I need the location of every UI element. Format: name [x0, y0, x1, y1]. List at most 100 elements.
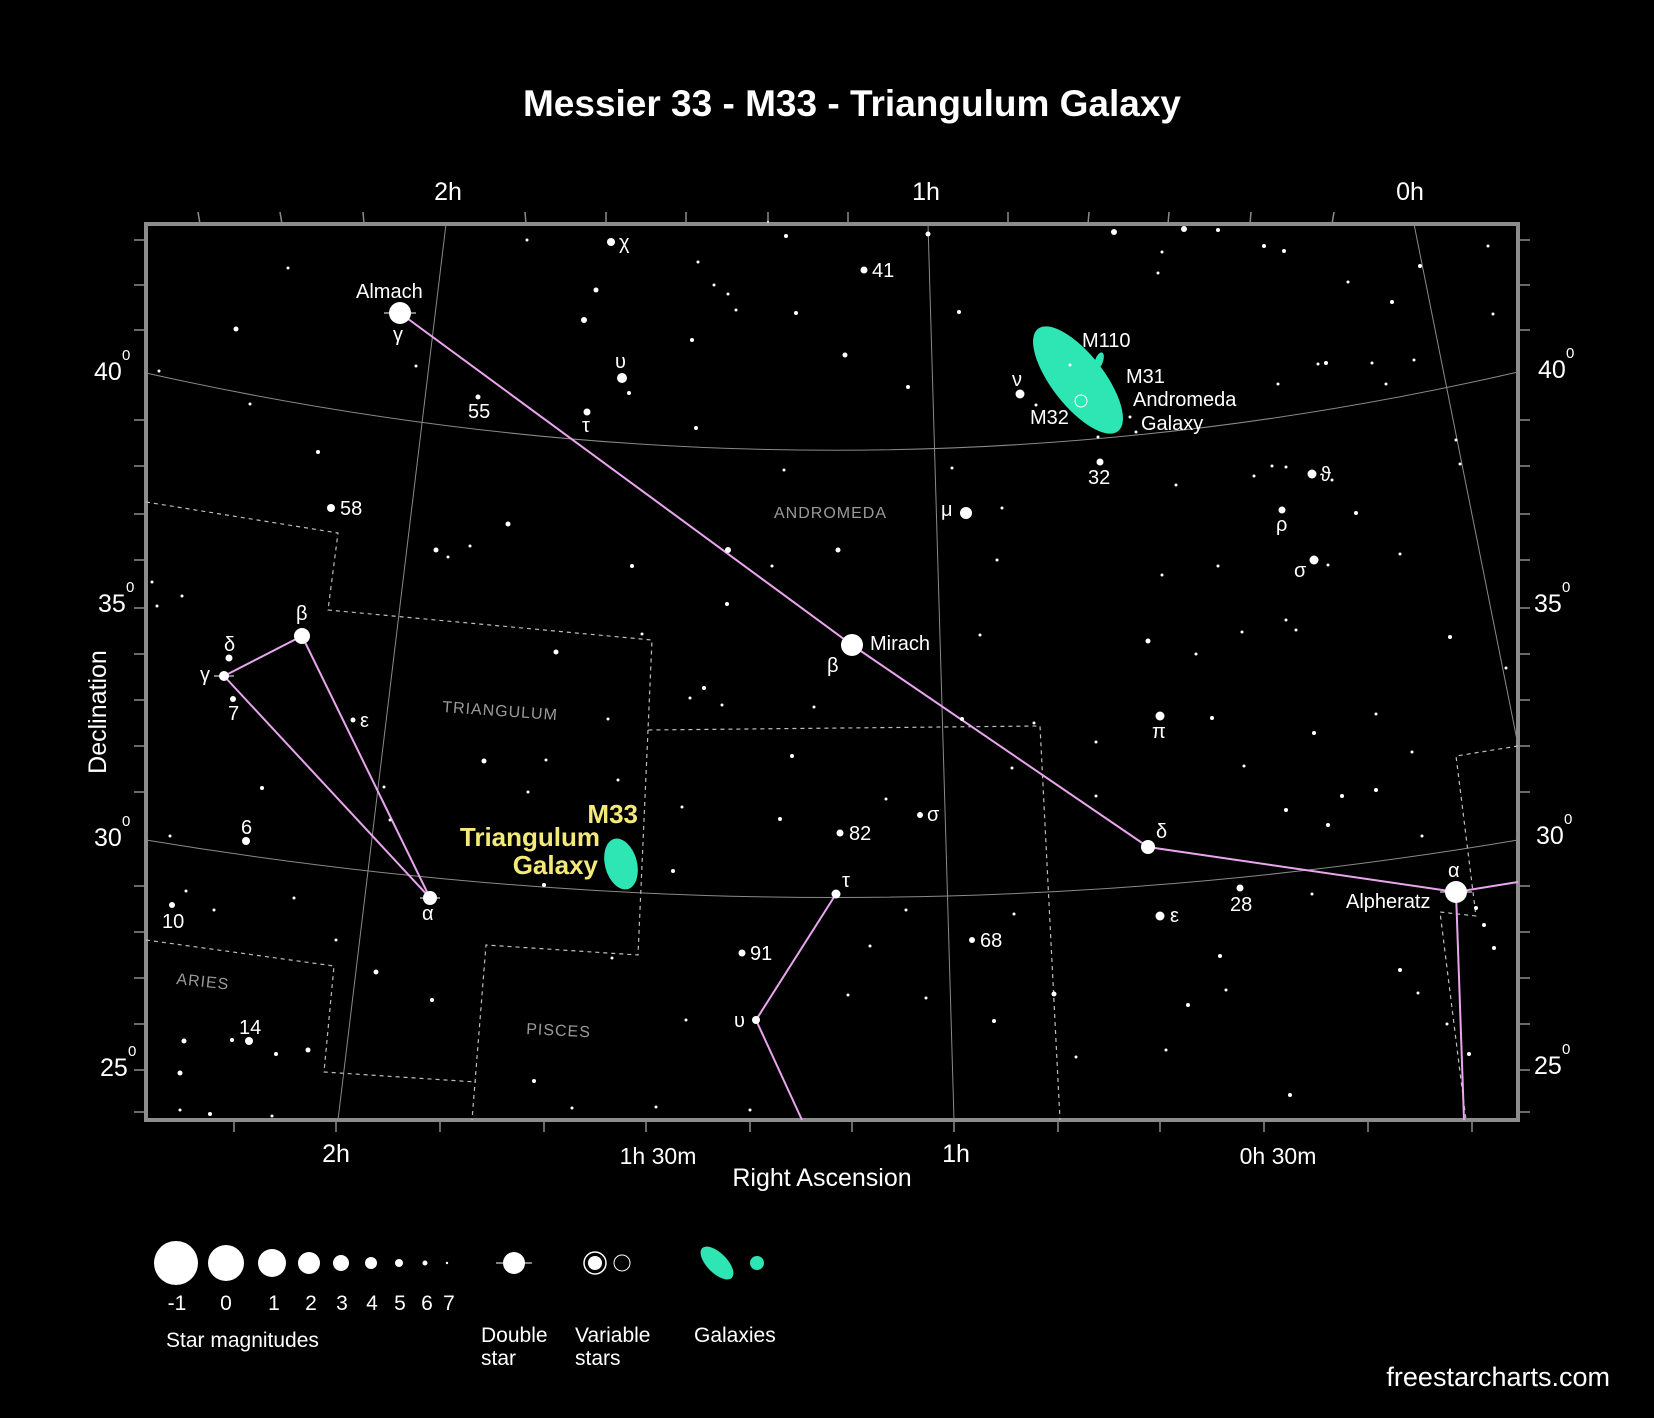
- star-7[interactable]: [230, 696, 236, 702]
- dec-tick-right-25: 25: [1534, 1052, 1562, 1080]
- mag-label-7: 7: [443, 1292, 455, 1315]
- delta-tri-star[interactable]: [225, 654, 233, 662]
- sigma-and-star[interactable]: [1309, 555, 1319, 565]
- dec-tick-left-35-sup: 0: [126, 579, 134, 596]
- legend: -1 0 1 2 3 4 5 6 7 Star magnitudes Doubl…: [154, 1241, 776, 1370]
- label-m32: M32: [1030, 407, 1069, 429]
- label-nu-and: ν: [1012, 369, 1022, 391]
- label-32: 32: [1088, 467, 1110, 489]
- m110-galaxy-shape[interactable]: [1092, 351, 1106, 371]
- pi-and-star[interactable]: [1155, 711, 1165, 721]
- star-14[interactable]: [245, 1037, 253, 1045]
- label-82: 82: [849, 823, 871, 845]
- galaxies-label: Galaxies: [694, 1324, 776, 1347]
- sigma-psc-star[interactable]: [917, 812, 923, 818]
- label-delta-and: δ: [1156, 821, 1167, 843]
- label-sigma-and: σ: [1294, 560, 1307, 582]
- label-alpha-tri: α: [422, 903, 434, 925]
- dec-tick-right-25-sup: 0: [1562, 1041, 1570, 1058]
- ra-grid-lines: [337, 223, 1519, 1121]
- constellation-names: Andromeda Triangulum Aries Pisces: [176, 505, 887, 1041]
- m31-galaxy-shape[interactable]: [1017, 313, 1138, 447]
- label-10: 10: [162, 911, 184, 933]
- mag-label-0: 0: [220, 1292, 232, 1315]
- label-91: 91: [750, 943, 772, 965]
- dec-tick-left-30-sup: 0: [122, 813, 130, 830]
- label-55: 55: [468, 401, 490, 423]
- chi-and-star[interactable]: [607, 238, 615, 246]
- x-axis-label: Right Ascension: [732, 1164, 911, 1192]
- label-14: 14: [239, 1017, 261, 1039]
- upsilon-and-star[interactable]: [617, 373, 627, 383]
- bottom-tick-0h30m: 0h 30m: [1240, 1143, 1317, 1169]
- y-axis-label: Declination: [84, 650, 112, 774]
- label-beta-tri: β: [296, 603, 308, 625]
- mu-and-star[interactable]: [960, 507, 972, 519]
- mag-label-4: 4: [366, 1292, 378, 1315]
- label-chi: χ: [619, 232, 630, 254]
- label-beta-and: β: [827, 655, 839, 677]
- star-82[interactable]: [836, 829, 844, 837]
- dec-tick-right-35: 35: [1534, 590, 1562, 618]
- label-m110: M110: [1082, 330, 1131, 352]
- rho-and-star[interactable]: [1278, 506, 1286, 514]
- label-m31: M31: [1126, 366, 1165, 388]
- dec-tick-left-25-sup: 0: [128, 1043, 136, 1060]
- upsilon-psc-star[interactable]: [752, 1016, 760, 1024]
- epsilon-tri-star[interactable]: [350, 717, 356, 723]
- star-58[interactable]: [327, 504, 335, 512]
- dec-tick-right-30: 30: [1536, 822, 1564, 850]
- mag-label-5: 5: [394, 1292, 406, 1315]
- dec-tick-left-35: 35: [98, 590, 126, 618]
- m32-galaxy-shape[interactable]: [1074, 394, 1088, 408]
- star-6[interactable]: [242, 837, 250, 845]
- dec-tick-right-40: 40: [1538, 356, 1566, 384]
- m33-galaxy-shape[interactable]: [599, 835, 643, 894]
- tau-psc-star[interactable]: [831, 889, 841, 899]
- star-41[interactable]: [860, 266, 868, 274]
- label-m33-name-1: Triangulum: [460, 822, 600, 852]
- label-gamma-tri: γ: [200, 664, 210, 686]
- star-55[interactable]: [475, 394, 481, 400]
- star-91[interactable]: [738, 949, 746, 957]
- label-m33-name-2: Galaxy: [513, 850, 599, 880]
- bottom-tick-1h: 1h: [942, 1140, 970, 1168]
- label-theta-and: ϑ: [1320, 464, 1331, 486]
- star-32[interactable]: [1096, 458, 1104, 466]
- mirach-star[interactable]: [841, 634, 863, 656]
- galaxies: [599, 313, 1138, 894]
- chart-title: Messier 33 - M33 - Triangulum Galaxy: [523, 83, 1181, 124]
- label-tau-psc: τ: [842, 870, 850, 892]
- dec-grid-arcs: [145, 371, 1519, 898]
- star-28[interactable]: [1236, 884, 1244, 892]
- magnitude-legend: [154, 1241, 449, 1285]
- label-tau-and: τ: [582, 415, 590, 437]
- label-68: 68: [980, 930, 1002, 952]
- top-tick-1h: 1h: [912, 178, 940, 206]
- axis-tick-labels: 2h 1h 0h 2h 1h 30m 1h 0h 30m 40 0 35 0 3…: [94, 178, 1574, 1169]
- label-6: 6: [241, 817, 252, 839]
- dec-tick-right-30-sup: 0: [1564, 811, 1572, 828]
- nu-and-star[interactable]: [1015, 389, 1025, 399]
- label-m31-name-1: Andromeda: [1133, 389, 1237, 411]
- star-68[interactable]: [969, 937, 975, 943]
- credit-text[interactable]: freestarcharts.com: [1386, 1362, 1610, 1392]
- asterism-lines: [223, 312, 1519, 1121]
- faint-field-stars: [150, 221, 1508, 1118]
- mag-label-m1: -1: [168, 1292, 187, 1315]
- dec-tick-left-40: 40: [94, 358, 122, 386]
- label-upsilon-psc: υ: [734, 1010, 745, 1032]
- top-tick-2h: 2h: [434, 178, 462, 206]
- constellation-andromeda: Andromeda: [774, 505, 887, 522]
- beta-tri-star[interactable]: [294, 628, 310, 644]
- label-gamma-and: γ: [393, 324, 403, 346]
- chart-content: [134, 211, 1530, 1132]
- mag-label-3: 3: [336, 1292, 348, 1315]
- delta-and-star[interactable]: [1141, 840, 1155, 854]
- tau-and-star[interactable]: [583, 408, 591, 416]
- label-alpha-and: α: [1448, 860, 1460, 882]
- star-10[interactable]: [169, 902, 175, 908]
- epsilon-and-star[interactable]: [1155, 911, 1165, 921]
- double-star-label-1: Double: [481, 1324, 548, 1347]
- theta-and-star[interactable]: [1307, 469, 1317, 479]
